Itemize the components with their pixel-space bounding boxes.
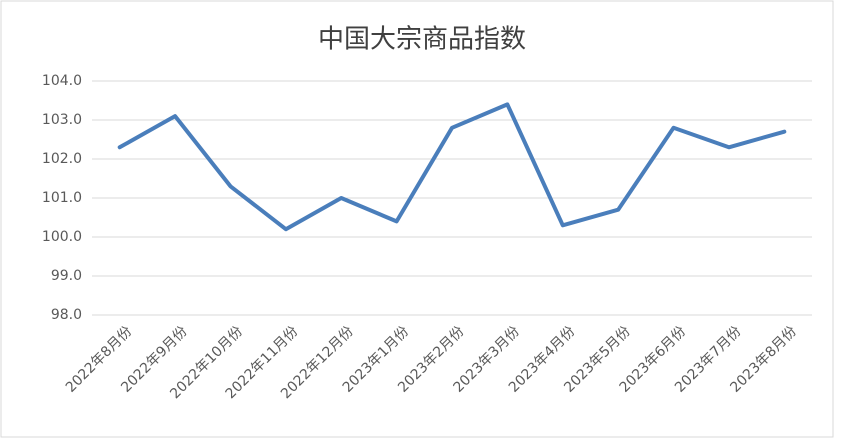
y-tick-label: 101.0 [42,190,82,206]
chart-title: 中国大宗商品指数 [318,25,526,55]
y-tick-label: 98.0 [51,307,82,323]
y-tick-label: 102.0 [42,151,82,167]
y-tick-label: 104.0 [42,73,82,89]
y-tick-label: 103.0 [42,112,82,128]
y-tick-label: 99.0 [51,268,82,284]
chart-frame [0,0,834,438]
data-line [117,102,787,232]
y-tick-label: 100.0 [42,229,82,245]
